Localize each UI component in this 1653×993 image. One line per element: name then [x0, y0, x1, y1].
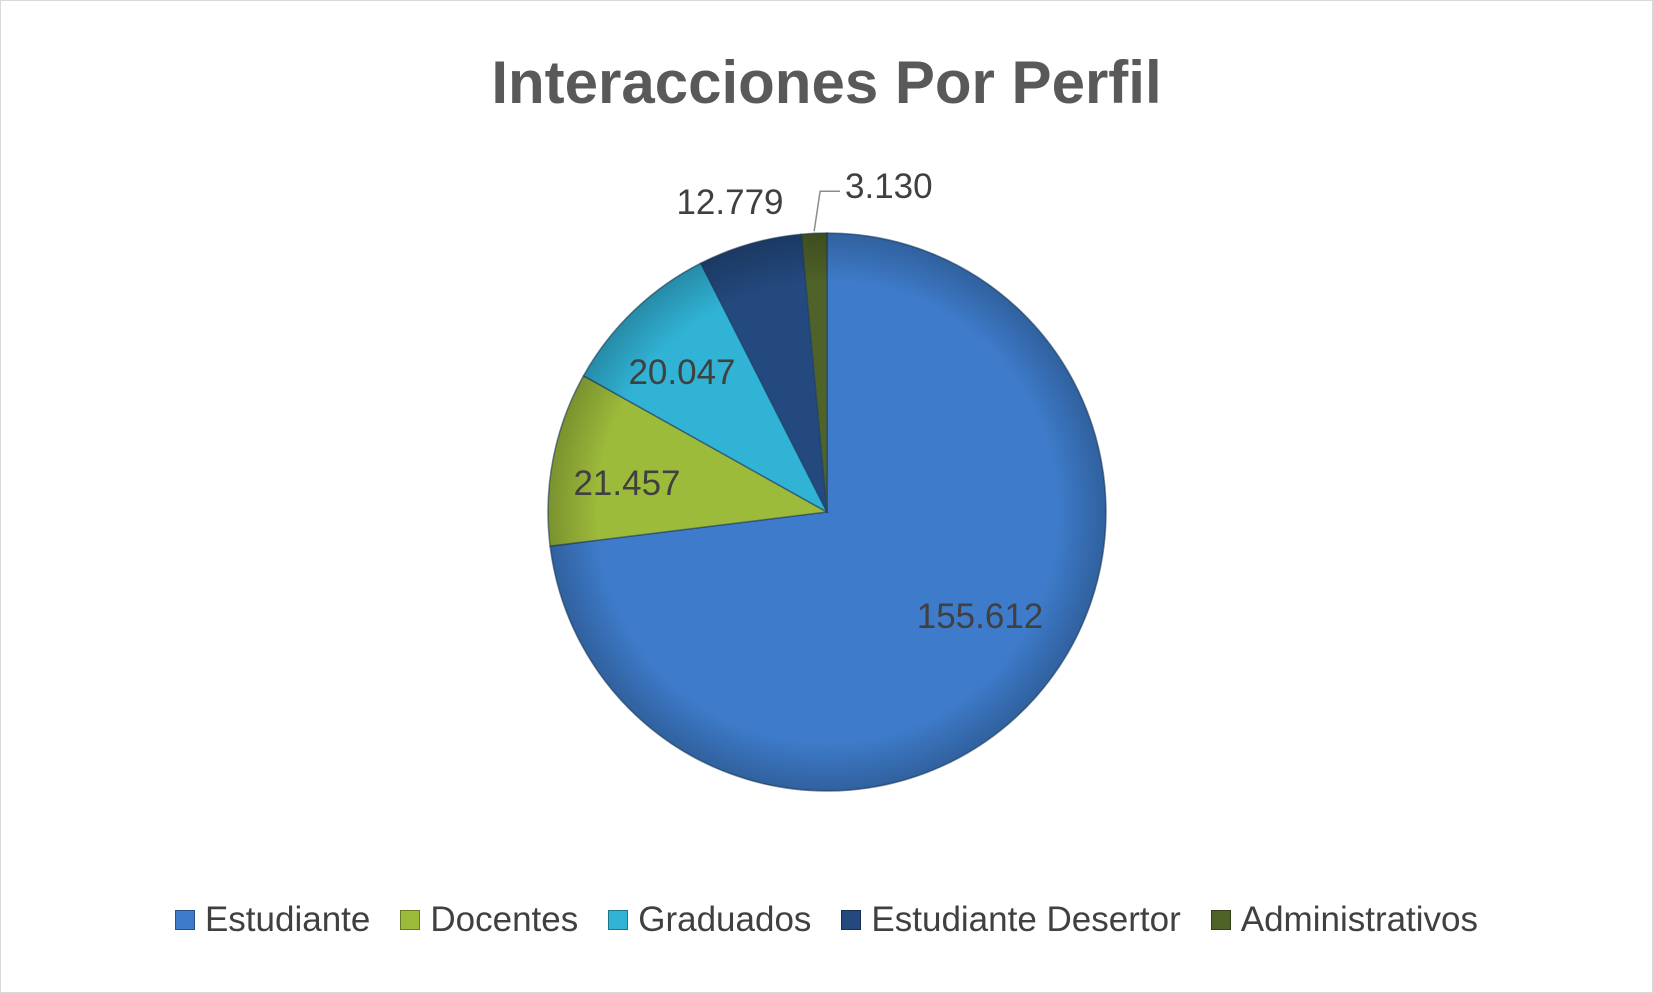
legend-item-administrativos: Administrativos: [1210, 900, 1479, 940]
data-label-estudiante-desertor: 12.779: [676, 183, 783, 222]
legend-item-docentes: Docentes: [400, 900, 578, 940]
legend-swatch-administrativos: [1210, 910, 1231, 930]
legend-swatch-docentes: [400, 910, 421, 930]
legend-item-estudiante-desertor: Estudiante Desertor: [841, 900, 1181, 940]
legend: Estudiante Docentes Graduados Estudiante De…: [0, 900, 1653, 940]
data-label-estudiante: 155.612: [917, 597, 1044, 636]
legend-item-graduados: Graduados: [608, 900, 811, 940]
data-label-administrativos: 3.130: [845, 167, 933, 206]
data-label-docentes: 21.457: [573, 464, 680, 503]
chart-title: Interacciones Por Perfil: [491, 49, 1162, 116]
legend-label-estudiante: Estudiante: [204, 900, 371, 939]
legend-label-administrativos: Administrativos: [1240, 900, 1479, 939]
legend-label-docentes: Docentes: [430, 900, 579, 939]
legend-swatch-graduados: [608, 910, 629, 930]
legend-swatch-estudiante-desertor: [841, 910, 862, 930]
data-label-graduados: 20.047: [628, 353, 735, 392]
legend-item-estudiante: Estudiante: [174, 900, 371, 940]
legend-swatch-estudiante: [174, 910, 195, 930]
leader-line-administrativos: [813, 190, 840, 232]
legend-label-estudiante-desertor: Estudiante Desertor: [871, 900, 1181, 939]
legend-label-graduados: Graduados: [638, 900, 812, 939]
